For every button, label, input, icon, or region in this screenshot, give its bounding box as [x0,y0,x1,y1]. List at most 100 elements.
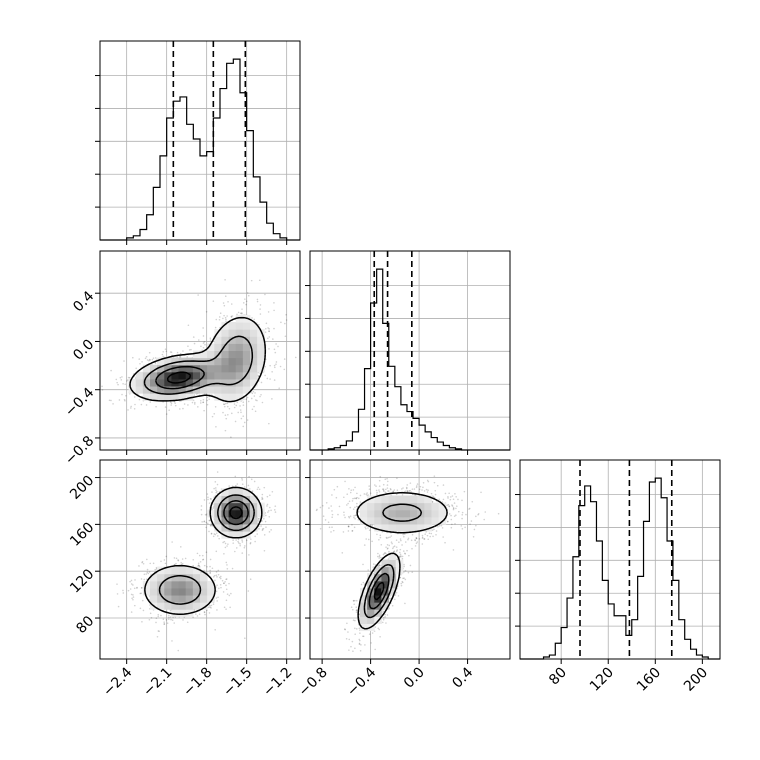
scatter-point [146,568,149,571]
scatter-point [239,543,241,545]
scatter-point [273,348,276,351]
density-cell [135,386,144,394]
scatter-point [215,491,217,494]
contour-level-3 [166,371,192,384]
density-cell [178,580,187,589]
scatter-point [226,593,229,595]
density-cell [192,386,201,394]
scatter-point [399,553,402,556]
scatter-point [117,605,120,608]
scatter-point [243,486,246,488]
density-cell [242,509,251,518]
scatter-point [130,407,132,409]
scatter-point [358,643,361,646]
scatter-point [154,362,157,365]
density-cell [250,322,258,330]
scatter-point [266,505,268,507]
scatter-point [387,547,389,549]
density-cell [207,350,215,359]
scatter-point [354,599,356,602]
scatter-point [148,358,151,361]
density-cell [228,393,237,401]
scatter-point [162,355,164,358]
density-cell [235,502,244,511]
scatter-point [268,510,270,512]
scatter-point [378,555,381,558]
scatter-point [392,547,394,550]
density-cell [164,566,172,575]
scatter-point [226,545,228,547]
scatter-point [155,566,158,569]
density-cell [242,329,251,337]
scatter-point [112,403,114,405]
scatter-point [210,604,213,607]
scatter-point [347,502,349,505]
scatter-point [356,609,358,611]
density-cell [171,386,180,394]
scatter-point [171,619,174,621]
scatter-point [108,399,111,402]
scatter-point [377,552,379,555]
scatter-point [133,587,136,590]
scatter-point [253,405,255,408]
scatter-point [384,491,387,494]
scatter-point [223,304,226,307]
scatter-point [461,511,464,514]
scatter-point [355,609,358,612]
scatter-point [253,480,256,483]
density-cell [235,393,244,401]
density-cell [185,378,194,387]
density-cell [142,587,151,596]
scatter-point [245,539,248,542]
scatter-point [237,311,240,314]
density-cell [157,364,165,373]
scatter-point [416,541,419,543]
density-cell [228,523,237,532]
scatter-point [210,533,213,535]
scatter-point [398,551,401,554]
scatter-point [391,542,393,545]
scatter-point [261,401,264,404]
scatter-point [263,549,266,552]
scatter-point [274,511,277,513]
scatter-point [152,562,155,565]
scatter-point [241,312,243,314]
density-cell [242,343,251,351]
scatter-point [401,580,404,583]
scatter-point [196,552,199,555]
density-cell [178,386,187,394]
contour-level-2 [223,500,249,526]
scatter-point [259,395,261,398]
scatter-point [230,436,232,438]
scatter-point [349,491,352,494]
scatter-point [225,588,228,591]
scatter-point [203,409,205,412]
scatter-point [222,411,224,414]
scatter-point [216,600,218,602]
scatter-point [200,513,203,516]
scatter-point [160,560,162,563]
density-cell [171,602,180,610]
scatter-point [266,503,269,506]
scatter-point [283,368,286,371]
scatter-point [242,401,245,404]
scatter-point [179,408,181,410]
scatter-point [133,604,136,607]
scatter-point [186,355,189,358]
scatter-point [352,608,354,611]
scatter-point [256,300,259,303]
scatter-point [165,555,168,558]
scatter-point [225,320,227,323]
scatter-point [360,583,363,586]
scatter-point [268,348,270,350]
scatter-point [210,522,213,525]
scatter-point [257,517,260,520]
scatter-point [421,534,424,537]
scatter-point [267,327,269,329]
scatter-point [207,606,210,609]
subplot-p1-p1 [305,250,511,451]
scatter-point [132,598,134,601]
subplot-p1-p2 [309,459,511,660]
scatter-point [355,628,358,630]
scatter-point [116,593,119,595]
